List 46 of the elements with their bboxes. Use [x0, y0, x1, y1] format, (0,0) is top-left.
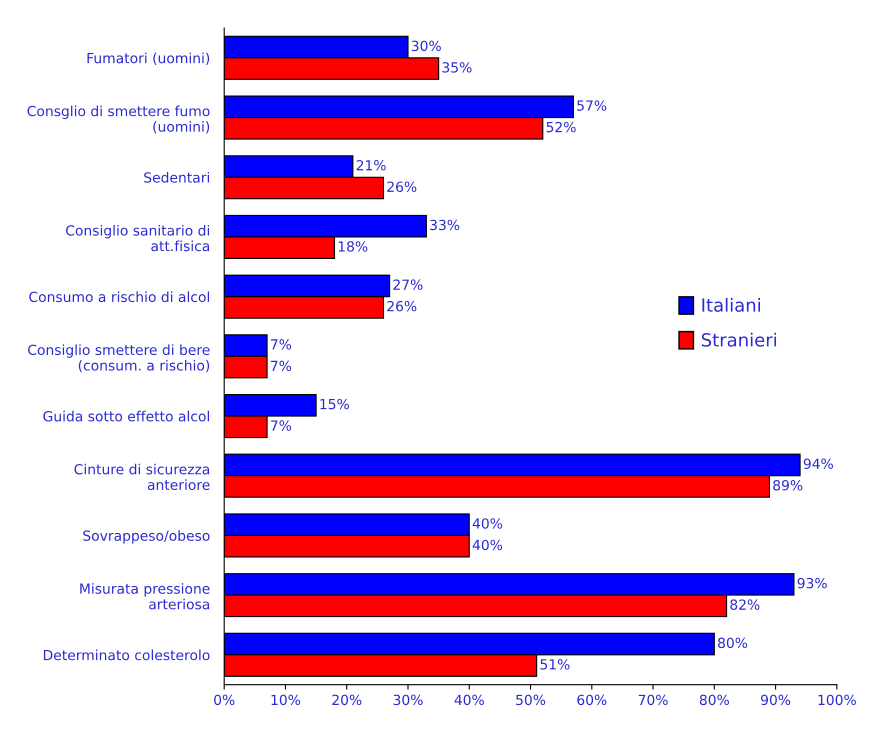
x-tick-label: 30% [394, 694, 423, 706]
x-tick-label: 20% [332, 694, 362, 706]
legend-label: Italiani [702, 298, 760, 312]
x-tick-label: 40% [454, 694, 484, 706]
y-tick-label: Sedentari [144, 172, 210, 183]
data-label: 18% [338, 241, 368, 252]
data-label: 26% [387, 300, 416, 312]
data-label: 89% [773, 480, 802, 491]
data-label: 40% [472, 540, 502, 550]
data-label: 7% [271, 360, 292, 372]
x-tick-label: 10% [272, 694, 300, 706]
data-label: 80% [718, 638, 748, 648]
y-tick-label: Consiglio sanitario di att.fisica [66, 224, 210, 252]
data-label: 30% [412, 40, 441, 52]
x-tick-label: 80% [700, 694, 729, 706]
data-label: 51% [540, 659, 570, 670]
x-tick-label: 50% [516, 694, 546, 706]
y-tick-label: Sovrappeso/obeso [83, 530, 210, 544]
data-label: 35% [442, 62, 472, 73]
data-label: 82% [730, 599, 760, 610]
x-tick-label: 0% [214, 694, 234, 706]
data-label: 33% [430, 220, 460, 230]
data-label: 57% [577, 100, 606, 111]
y-tick-label: Consglio di smettere fumo (uomini) [28, 106, 210, 134]
x-tick-label: 90% [761, 694, 790, 706]
y-tick-label: Guida sotto effetto alcol [43, 410, 210, 422]
y-tick-label: Fumatori (uomini) [88, 52, 210, 65]
y-tick-label: Misurata pressione arteriosa [80, 583, 210, 610]
data-label: 26% [387, 182, 416, 192]
legend-label: Stranieri [702, 332, 776, 347]
data-label: 7% [271, 420, 292, 431]
data-label: 93% [798, 578, 827, 588]
data-label: 7% [271, 339, 292, 350]
y-tick-label: Cinture di sicurezza anteriore [74, 464, 210, 490]
x-tick-label: 60% [577, 694, 606, 706]
data-label: 52% [546, 122, 576, 132]
data-label: 27% [393, 279, 422, 290]
data-label: 15% [320, 398, 349, 410]
y-tick-label: Determinato colesterolo [44, 650, 210, 660]
y-tick-label: Consumo a rischio di alcol [29, 291, 210, 302]
data-label: 40% [472, 518, 502, 529]
data-label: 94% [804, 458, 833, 470]
x-tick-label: 70% [638, 694, 668, 706]
data-label: 21% [356, 160, 386, 171]
y-tick-label: Consiglio smettere di bere (consum. a rischio) [28, 344, 210, 372]
x-tick-label: 100% [818, 694, 856, 706]
